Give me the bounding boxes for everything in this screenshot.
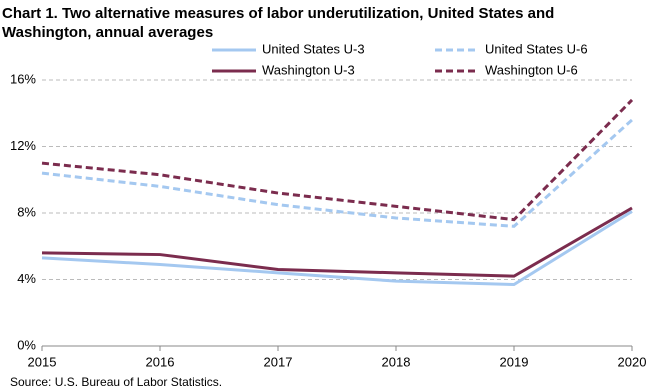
x-tick-label: 2019 — [500, 354, 529, 369]
source-note: Source: U.S. Bureau of Labor Statistics. — [10, 375, 222, 389]
y-tick-label: 8% — [17, 204, 36, 219]
x-tick-label: 2016 — [146, 354, 175, 369]
y-tick-label: 16% — [10, 71, 36, 86]
legend-label: Washington U-6 — [485, 62, 578, 77]
series-line — [41, 206, 633, 278]
x-tick-label: 2018 — [382, 354, 411, 369]
chart-title: Chart 1. Two alternative measures of lab… — [2, 5, 554, 22]
series-line — [41, 98, 634, 222]
x-tick-label: 2017 — [264, 354, 293, 369]
y-tick-label: 4% — [17, 271, 36, 286]
series-line — [41, 118, 634, 228]
y-tick-label: 0% — [17, 337, 36, 352]
series-line — [41, 210, 633, 286]
chart-title: Washington, annual averages — [2, 24, 213, 41]
legend-label: United States U-3 — [262, 41, 365, 56]
x-tick-label: 2015 — [28, 354, 57, 369]
x-tick-label: 2020 — [618, 354, 647, 369]
legend-label: United States U-6 — [485, 41, 588, 56]
legend-label: Washington U-3 — [262, 62, 355, 77]
y-tick-label: 12% — [10, 138, 36, 153]
